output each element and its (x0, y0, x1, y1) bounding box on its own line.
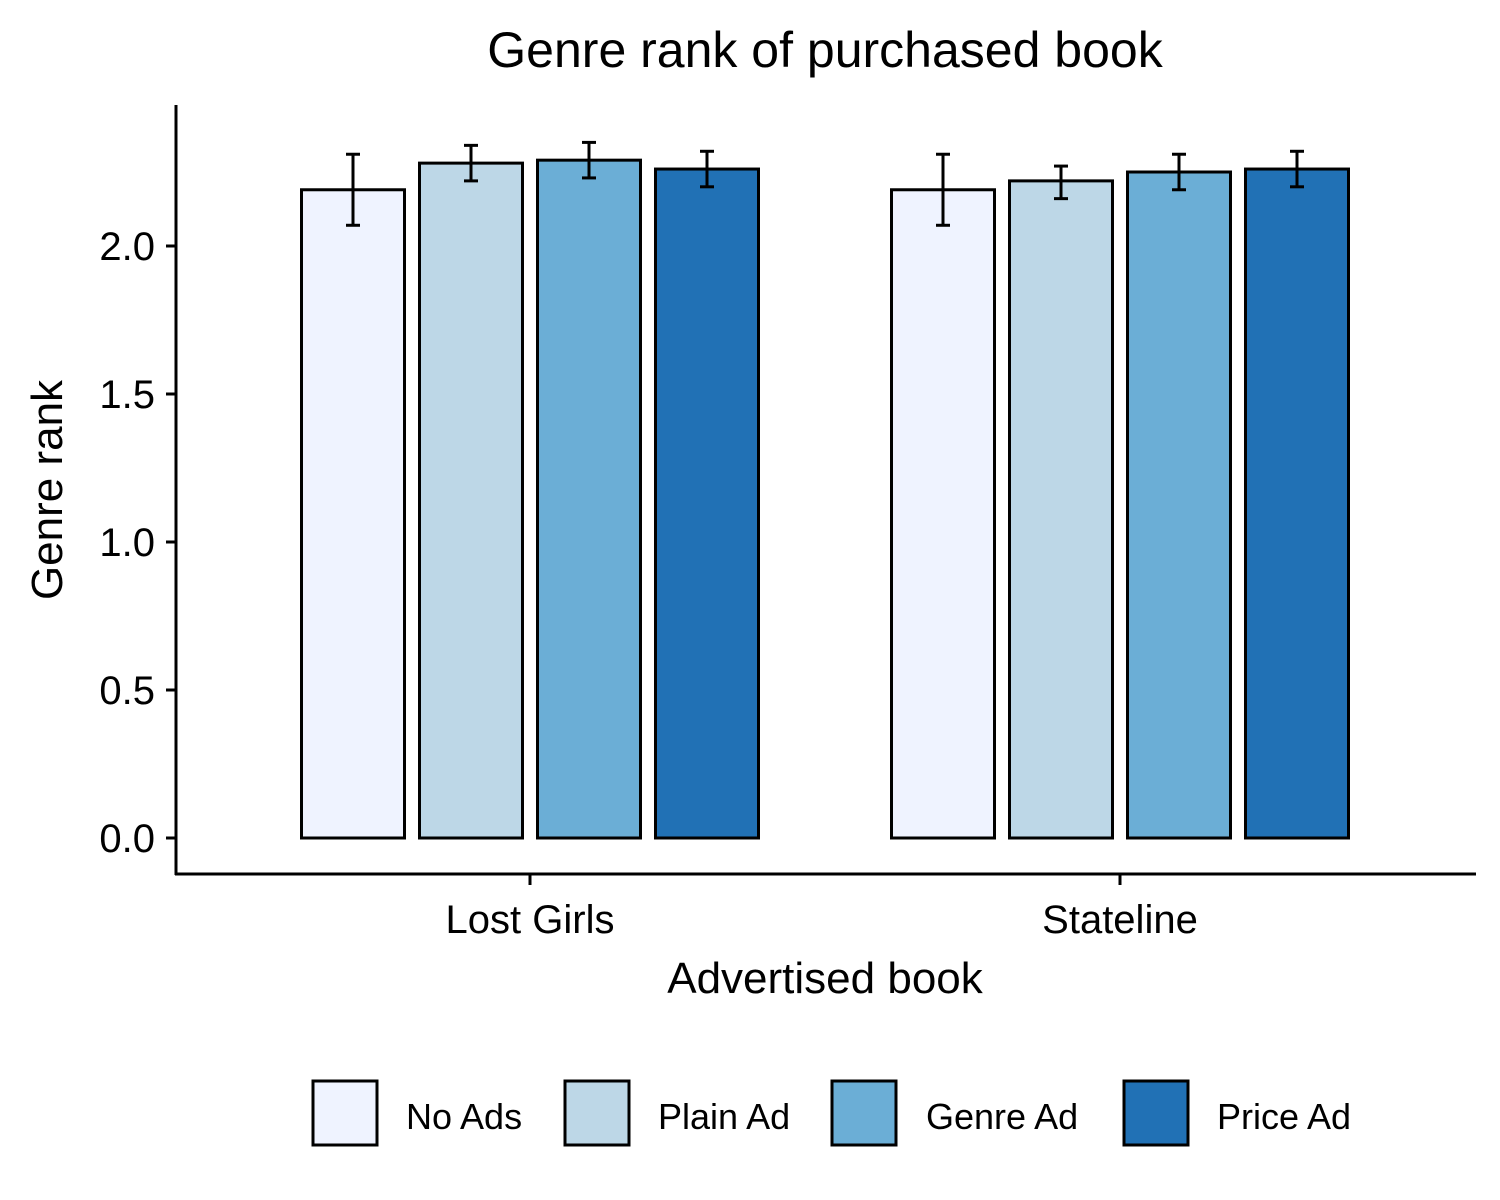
bar-no-ads-stateline (890, 188, 996, 840)
errorbars-layer (346, 140, 1304, 227)
error-bar (1290, 149, 1304, 189)
y-axis-label: Genre rank (23, 379, 72, 600)
legend-label: Plain Ad (658, 1096, 790, 1137)
legend-label: Genre Ad (926, 1096, 1078, 1137)
legend-item: Plain Ad (563, 1079, 790, 1147)
bars-layer (300, 158, 1350, 840)
x-axis-label: Advertised book (667, 954, 984, 1003)
x-tick-label: Stateline (1042, 898, 1198, 942)
y-tick-label: 0.5 (99, 669, 155, 713)
legend: No Ads Plain Ad Genre Ad Price Ad (311, 1079, 1351, 1147)
legend-item: Genre Ad (830, 1079, 1078, 1147)
error-bar (464, 143, 478, 183)
legend-swatch (1122, 1079, 1190, 1147)
legend-swatch (563, 1079, 631, 1147)
legend-swatch (311, 1079, 379, 1147)
error-bar (1172, 152, 1186, 192)
y-tick-label: 2.0 (99, 225, 155, 269)
y-tick-label: 1.5 (99, 373, 155, 417)
legend-swatch (830, 1079, 898, 1147)
chart-title: Genre rank of purchased book (487, 22, 1163, 78)
error-bar (936, 152, 950, 227)
y-tick-label: 0.0 (99, 817, 155, 861)
x-tick-label: Lost Girls (446, 898, 615, 942)
error-bar (346, 152, 360, 227)
error-bar (1054, 164, 1068, 201)
y-tick-label: 1.0 (99, 521, 155, 565)
bar-plain-ad-lost-girls (418, 161, 524, 840)
bar-plain-ad-stateline (1008, 179, 1114, 840)
bar-genre-ad-stateline (1126, 170, 1232, 840)
bar-price-ad-stateline (1244, 167, 1350, 840)
error-bar (700, 149, 714, 189)
y-ticks: 0.0 0.5 1.0 1.5 2.0 (99, 225, 176, 861)
x-ticks: Lost Girls Stateline (446, 875, 1198, 942)
bar-price-ad-lost-girls (654, 167, 760, 840)
bar-genre-ad-lost-girls (536, 158, 642, 840)
legend-label: Price Ad (1217, 1096, 1351, 1137)
legend-label: No Ads (406, 1096, 522, 1137)
error-bar (582, 140, 596, 180)
legend-item: Price Ad (1122, 1079, 1351, 1147)
legend-item: No Ads (311, 1079, 522, 1147)
bar-no-ads-lost-girls (300, 188, 406, 840)
